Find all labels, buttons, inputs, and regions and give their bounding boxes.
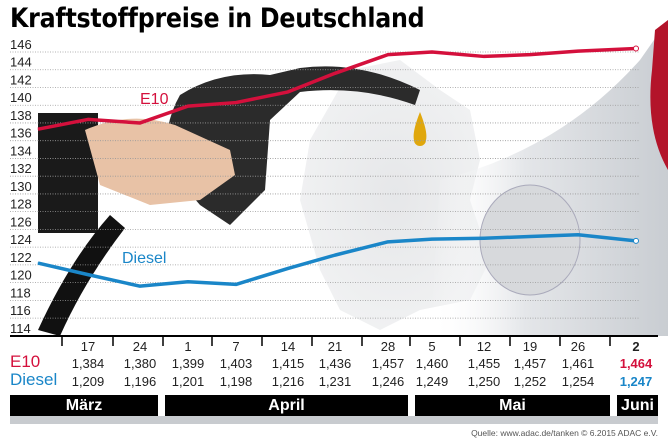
month-juni: Juni: [617, 395, 658, 416]
x-tick-label: 24: [132, 339, 148, 354]
table-row-label-e10: E10: [10, 352, 41, 371]
table-value-e10: 1,384: [71, 356, 105, 371]
table-value-diesel: 1,249: [415, 374, 449, 389]
fuel-drop-icon: [413, 112, 427, 146]
table-value-diesel: 1,250: [467, 374, 501, 389]
x-tick-label: 12: [476, 339, 492, 354]
y-tick-label: 118: [10, 285, 31, 300]
table-value-e10: 1,415: [271, 356, 305, 371]
table-value-diesel: 1,252: [513, 374, 547, 389]
data-point-e10: [633, 45, 639, 52]
series-label-e10: E10: [140, 91, 169, 108]
data-point-diesel: [633, 237, 639, 244]
y-tick-label: 114: [10, 321, 31, 336]
x-tick-label: 28: [380, 339, 396, 354]
y-tick-label: 142: [10, 72, 32, 87]
table-value-diesel: 1,231: [318, 374, 352, 389]
table-value-e10: 1,461: [561, 356, 595, 371]
y-tick-label: 146: [10, 37, 32, 52]
table-value-e10: 1,457: [513, 356, 547, 371]
fuel-cap: [479, 184, 581, 296]
table-value-diesel: 1,246: [371, 374, 405, 389]
y-tick-label: 136: [10, 126, 32, 141]
x-tick-label: 21: [327, 339, 343, 354]
source-note: Quelle: www.adac.de/tanken © 6.2015 ADAC…: [471, 428, 658, 438]
hand: [85, 118, 235, 205]
table-value-diesel: 1,196: [123, 374, 157, 389]
table-value-e10: 1,455: [467, 356, 501, 371]
series-label-diesel: Diesel: [122, 250, 166, 267]
table-value-diesel: 1,209: [71, 374, 105, 389]
y-tick-label: 132: [10, 161, 32, 176]
table-value-e10: 1,457: [371, 356, 405, 371]
y-tick-label: 144: [10, 55, 32, 70]
table-value-diesel: 1,198: [219, 374, 253, 389]
hose: [38, 215, 125, 336]
table-value-e10: 1,436: [318, 356, 352, 371]
y-tick-label: 126: [10, 214, 32, 229]
chart-title: Kraftstoffpreise in Deutschland: [10, 3, 425, 34]
tail-light: [650, 20, 668, 170]
x-tick-label: 2: [632, 339, 640, 354]
x-tick-label: 7: [232, 339, 240, 354]
table-value-diesel: 1,247: [619, 374, 653, 389]
table-value-e10: 1,464: [619, 356, 653, 371]
table-value-diesel: 1,254: [561, 374, 595, 389]
y-tick-label: 128: [10, 197, 32, 212]
x-tick-label: 5: [428, 339, 436, 354]
footer-band: [10, 416, 658, 424]
month-maerz: März: [10, 395, 158, 416]
fuel-nozzle: [166, 66, 420, 225]
month-april: April: [165, 395, 408, 416]
table-value-e10: 1,403: [219, 356, 253, 371]
table-value-diesel: 1,201: [171, 374, 205, 389]
x-tick-label: 19: [522, 339, 538, 354]
table-value-e10: 1,399: [171, 356, 205, 371]
y-tick-label: 140: [10, 90, 32, 105]
y-tick-label: 130: [10, 179, 32, 194]
table-value-diesel: 1,216: [271, 374, 305, 389]
month-mai: Mai: [415, 395, 610, 416]
x-tick-label: 26: [570, 339, 586, 354]
table-value-e10: 1,380: [123, 356, 157, 371]
x-tick-label: 14: [280, 339, 296, 354]
x-tick-label: 1: [184, 339, 192, 354]
table-row-label-diesel: Diesel: [10, 370, 58, 389]
x-tick-label: 17: [80, 339, 96, 354]
y-tick-label: 120: [10, 268, 32, 283]
y-tick-label: 124: [10, 232, 32, 247]
y-tick-label: 138: [10, 108, 32, 123]
y-tick-label: 134: [10, 143, 32, 158]
background-photo: [38, 20, 668, 336]
y-tick-label: 116: [10, 303, 31, 318]
table-value-e10: 1,460: [415, 356, 449, 371]
y-tick-label: 122: [10, 250, 32, 265]
